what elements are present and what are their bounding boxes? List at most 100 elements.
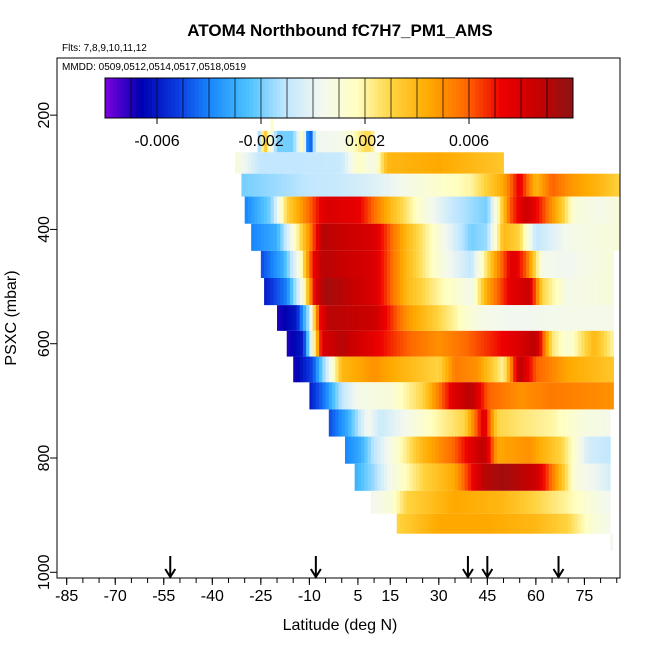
curtain-cell [254,223,259,251]
curtain-cell [335,173,339,197]
curtain-cell [461,356,466,383]
curtain-cell [581,490,585,514]
curtain-cell [490,513,495,534]
curtain-cell [484,305,488,331]
curtain-cell [270,278,275,306]
curtain-cell [471,513,475,534]
curtain-cell [406,196,411,224]
curtain-cell [526,356,530,383]
curtain-cell [571,382,576,410]
curtain-cell [396,278,401,306]
curtain-cell [581,196,585,224]
curtain-cell [503,223,508,251]
curtain-cell [335,223,339,251]
curtain-cell [393,196,398,224]
curtain-cell [302,305,307,331]
curtain-cell [467,513,472,534]
curtain-cell [302,152,307,174]
curtain-cell [361,278,365,306]
curtain-cell [383,250,388,278]
curtain-cell [412,490,417,514]
curtain-cell [338,173,343,197]
curtain-cell [506,409,511,437]
curtain-cell [555,223,559,251]
curtain-cell [487,196,491,224]
curtain-cell [260,223,265,251]
curtain-cell [487,356,491,383]
curtain-cell [319,130,323,153]
curtain-cell [600,382,605,410]
curtain-cell [471,223,475,251]
curtain-cell [387,250,391,278]
curtain-cell [277,173,281,197]
curtain-cell [548,382,553,410]
curtain-cell [267,278,271,306]
curtain-cell [597,223,601,251]
curtain-cell [480,223,485,251]
curtain-cell [309,278,314,306]
curtain-cell [484,409,488,437]
curtain-cell [412,152,417,174]
curtain-cell [509,382,514,410]
curtain-cell [344,130,349,153]
curtain-cell [594,330,598,357]
curtain-cell [509,356,514,383]
curtain-cell [367,173,372,197]
curtain-cell [412,196,417,224]
curtain-cell [367,152,372,174]
curtain-cell [299,173,304,197]
curtain-cell [435,152,440,174]
curtain-cell [315,305,320,331]
curtain-cell [600,250,605,278]
curtain-cell [335,152,339,174]
curtain-cell [561,305,566,331]
curtain-cell [445,463,449,491]
curtain-cell [581,463,585,491]
curtain-cell [535,436,540,464]
curtain-cell [406,330,411,357]
curtain-cell [558,513,563,534]
curtain-cell [370,278,375,306]
curtain-cell [309,305,314,331]
curtain-cell [577,196,582,224]
curtain-cell [380,173,385,197]
curtain-cell [257,152,262,174]
curtain-cell [477,173,482,197]
curtain-cell [354,356,359,383]
curtain-cell [526,463,530,491]
curtain-cell [552,409,556,437]
curtain-cell [458,490,462,514]
curtain-cell [581,173,585,197]
colorbar-swatch [530,78,535,118]
curtain-cell [419,278,424,306]
curtain-cell [467,250,472,278]
curtain-cell [244,196,249,224]
curtain-cell [461,173,466,197]
curtain-cell [377,223,381,251]
curtain-cell [367,436,372,464]
curtain-cell [390,436,394,464]
curtain-cell [296,223,301,251]
curtain-cell [351,130,356,153]
curtain-cell [296,330,301,357]
curtain-cell [564,196,569,224]
curtain-cell [432,382,436,410]
curtain-cell [493,490,498,514]
curtain-cell [422,152,427,174]
curtain-cell [357,409,362,437]
curtain-cell [484,278,488,306]
curtain-cell [348,130,352,153]
curtain-cell [354,330,359,357]
curtain-cell [568,196,572,224]
curtain-cell [315,250,320,278]
curtain-cell [526,409,530,437]
curtain-cell [539,330,543,357]
curtain-cell [341,330,346,357]
curtain-cell [564,173,569,197]
curtain-cell [458,173,462,197]
curtain-cell [354,130,359,153]
curtain-cell [454,463,459,491]
curtain-cell [513,490,517,514]
curtain-cell [506,436,511,464]
curtain-cell [522,173,527,197]
